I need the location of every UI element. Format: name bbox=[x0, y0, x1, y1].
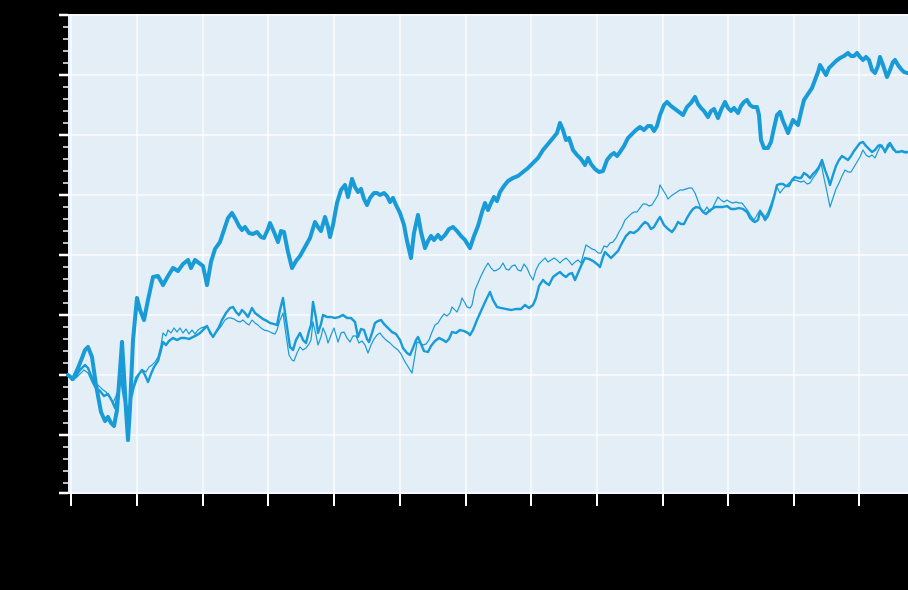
series-line-series-thick bbox=[66, 51, 908, 442]
plot-area bbox=[68, 14, 908, 494]
series-line-series-medium bbox=[66, 140, 908, 417]
